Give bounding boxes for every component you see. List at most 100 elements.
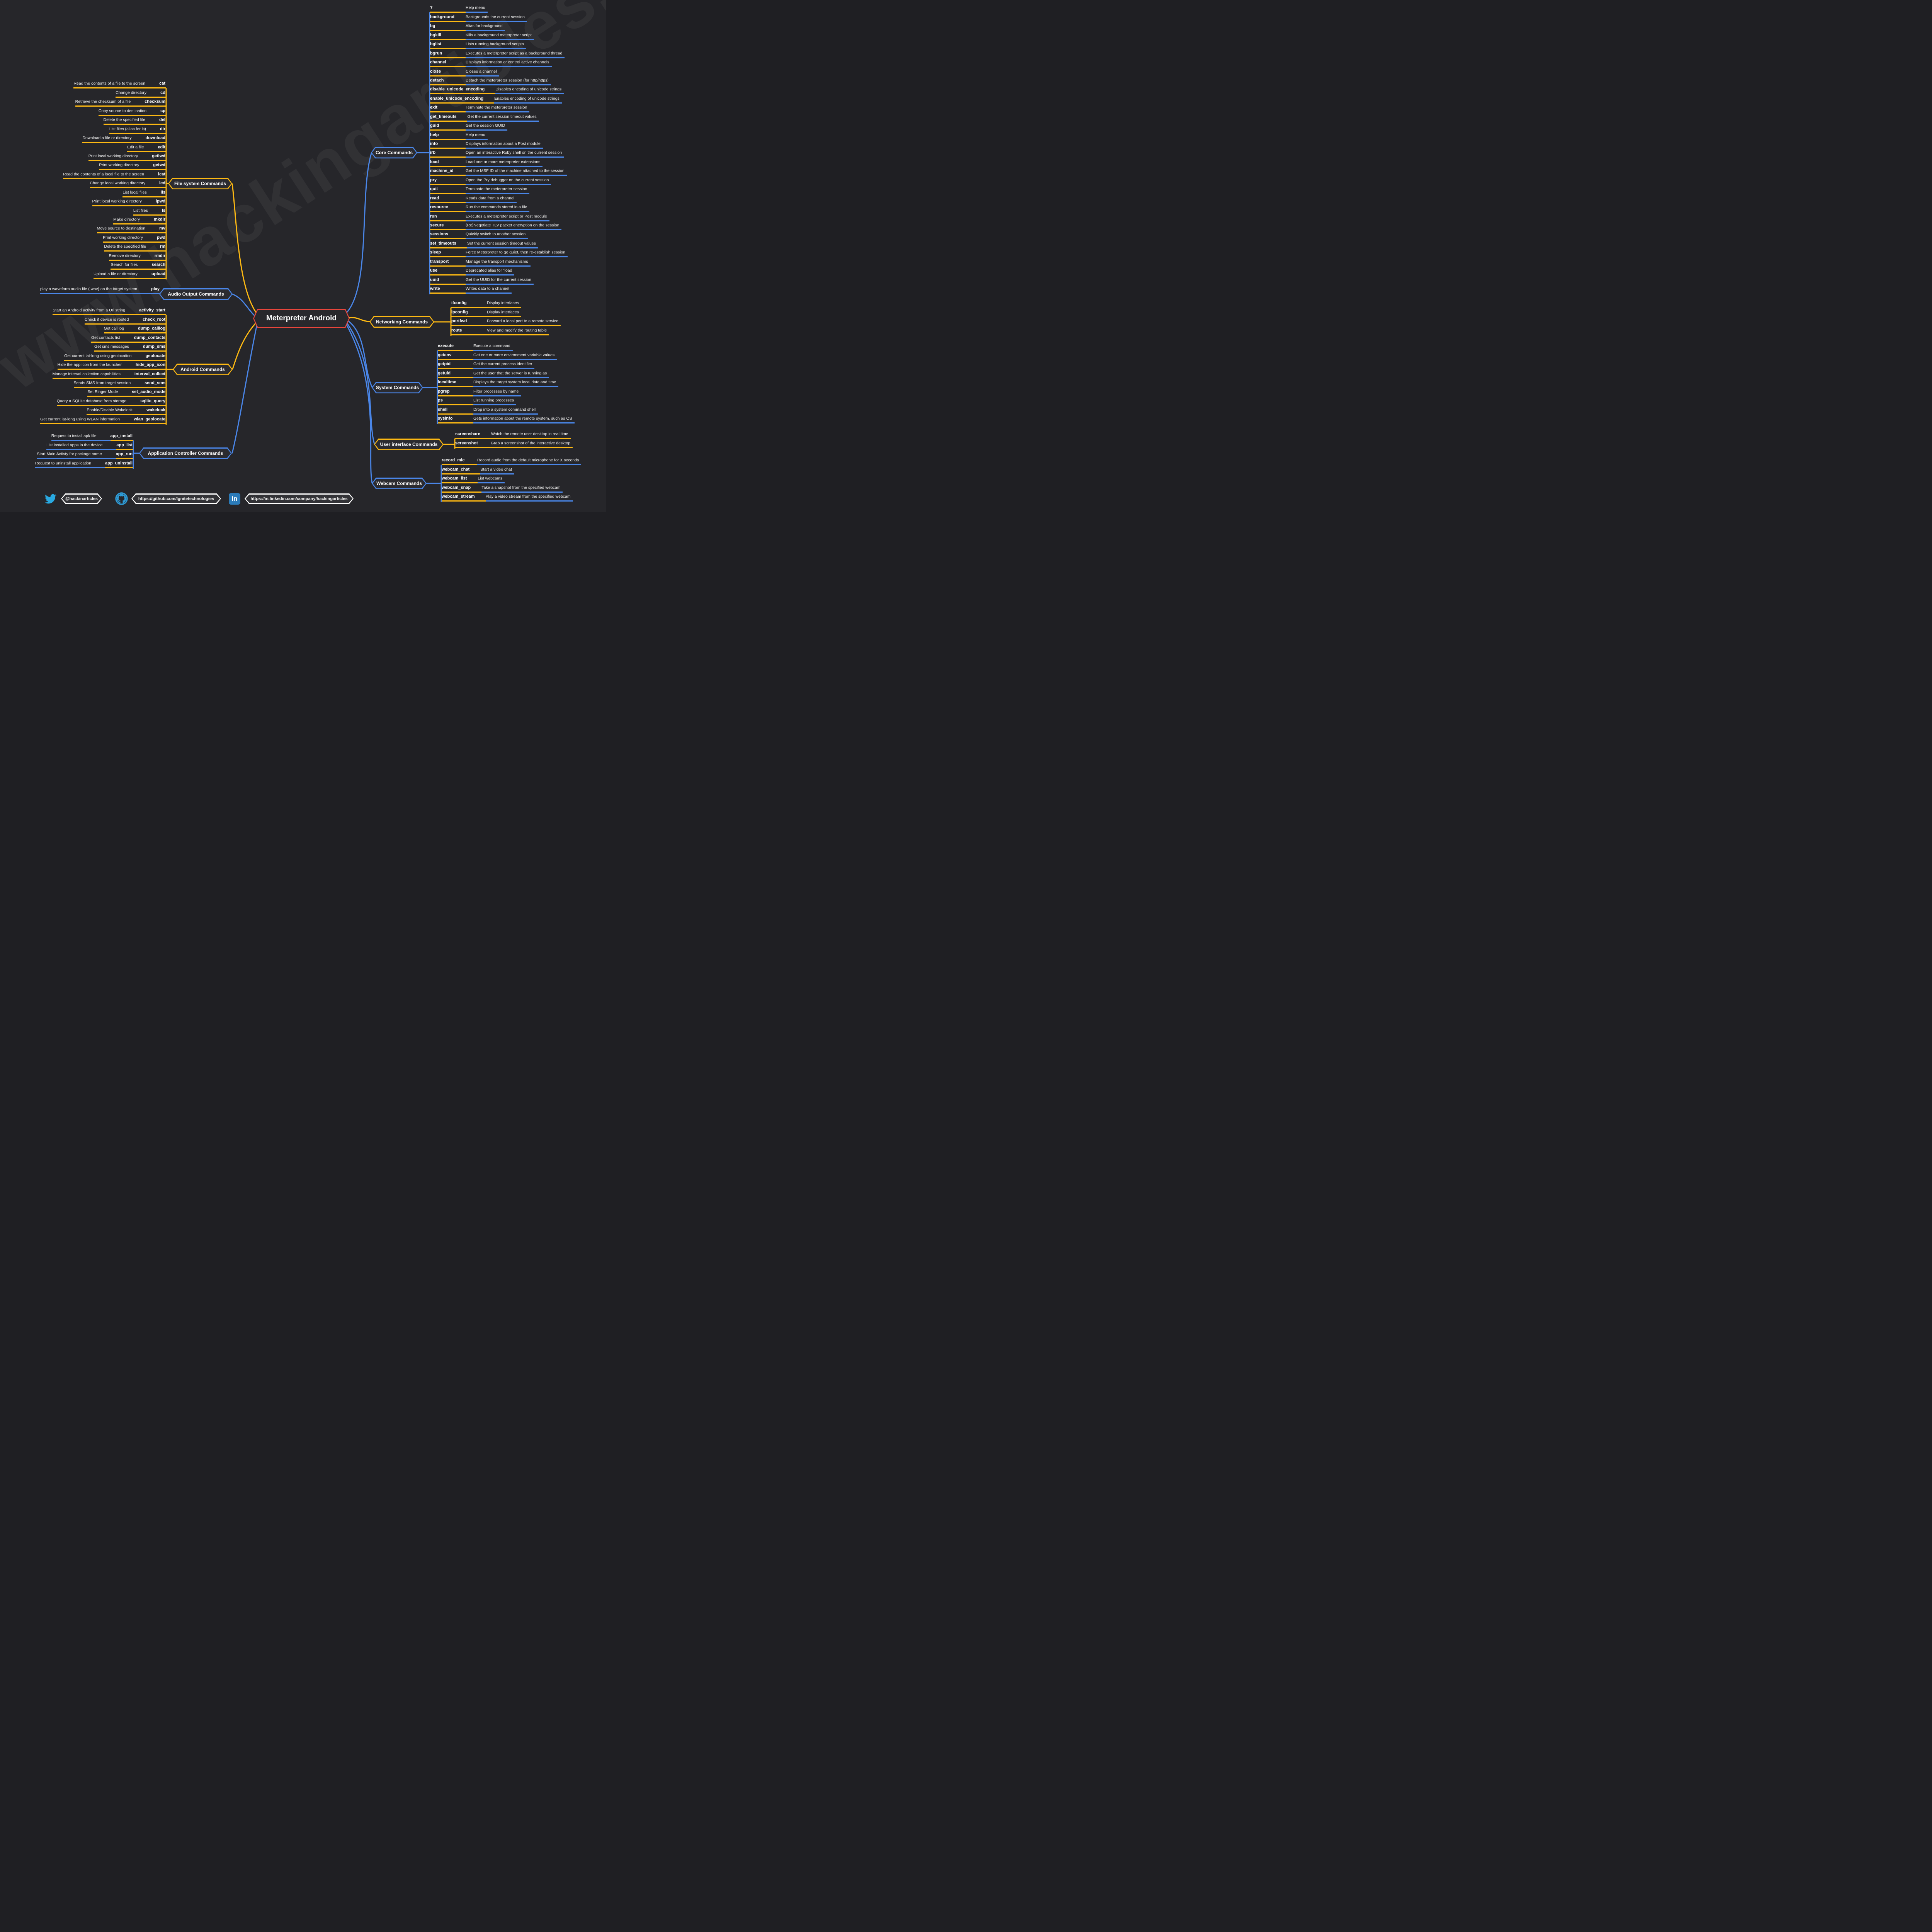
- command-description: Get call log: [104, 326, 138, 334]
- command-name: activity_start: [139, 308, 166, 316]
- command-row: Edit a file edit: [127, 143, 166, 152]
- command-description: Get the current session timeout values: [467, 114, 539, 122]
- command-row: write Writes data to a channel: [430, 285, 512, 294]
- command-row: webcam_snap Take a snapshot from the spe…: [442, 483, 563, 493]
- branch-system-rows: execute Execute a command getenv Get one…: [438, 342, 575, 423]
- command-description: Get the MSF ID of the machine attached t…: [466, 168, 567, 176]
- command-description: Get the session GUID: [466, 123, 508, 131]
- command-name: lls: [160, 190, 166, 197]
- command-description: (Re)Negotiate TLV packet encryption on t…: [466, 223, 562, 230]
- command-row: Get current lat-long using WLAN informat…: [40, 415, 166, 424]
- command-row: webcam_chat Start a video chat: [442, 465, 514, 474]
- command-name: app_list: [116, 443, 133, 450]
- command-description: Read the contents of a file to the scree…: [73, 81, 160, 89]
- command-row: run Executes a meterpreter script or Pos…: [430, 212, 549, 221]
- github-icon[interactable]: [115, 492, 128, 505]
- branch-ui-rows: screenshare Watch the remote user deskto…: [455, 430, 573, 448]
- command-row: route View and modify the routing table: [451, 326, 549, 335]
- command-description: List files (alias for ls): [109, 127, 160, 134]
- linkedin-icon[interactable]: in: [229, 493, 240, 505]
- command-row: bgrun Executes a meterpreter script as a…: [430, 49, 565, 58]
- command-row: uuid Get the UUID for the current sessio…: [430, 276, 534, 285]
- command-name: dir: [160, 127, 166, 134]
- command-row: close Closes a channel: [430, 67, 499, 77]
- command-description: Backgrounds the current session: [466, 15, 527, 22]
- command-row: set_timeouts Set the current session tim…: [430, 239, 538, 248]
- command-row: Change local working directory lcd: [90, 179, 166, 189]
- command-row: Request to install apk file app_install: [51, 432, 133, 441]
- command-name: sleep: [430, 250, 466, 258]
- command-row: guid Get the session GUID: [430, 122, 508, 131]
- command-name: ps: [438, 398, 473, 406]
- command-name: bglist: [430, 42, 466, 49]
- command-row: Print local working directory lpwd: [92, 197, 166, 207]
- command-name: geolocate: [145, 354, 166, 361]
- twitter-handle: @hackinarticles: [65, 496, 98, 501]
- command-row: Get contacts list dump_contacts: [91, 333, 166, 343]
- command-name: info: [430, 141, 466, 149]
- command-row: help Help menu: [430, 131, 488, 140]
- command-row: Retrieve the checksum of a file checksum: [75, 98, 166, 107]
- command-description: Start an Android activity from a Uri str…: [53, 308, 139, 316]
- command-name: lpwd: [155, 199, 166, 207]
- command-description: Set the current session timeout values: [467, 241, 538, 248]
- command-description: Enables encoding of unicode strings: [494, 96, 562, 104]
- command-name: uuid: [430, 277, 466, 285]
- command-name: bgrun: [430, 51, 466, 58]
- branch-label: Core Commands: [375, 150, 413, 155]
- branch-node-core: Core Commands: [371, 147, 417, 158]
- command-name: sqlite_query: [140, 399, 166, 406]
- page-title: Meterpreter Android: [266, 314, 337, 322]
- command-description: List webcams: [478, 476, 505, 484]
- command-description: List local files: [122, 190, 161, 197]
- command-row: read Reads data from a channel: [430, 194, 517, 203]
- command-description: Executes a meterpreter script or Post mo…: [466, 214, 549, 221]
- command-name: cp: [160, 109, 166, 116]
- command-name: transport: [430, 259, 466, 267]
- command-description: Kills a background meterpreter script: [466, 33, 534, 40]
- command-name: secure: [430, 223, 466, 230]
- linkedin-url-badge[interactable]: https://in.linkedin.com/company/hackinga…: [245, 493, 354, 504]
- command-name: cd: [160, 90, 166, 98]
- command-row: portfwd Forward a local port to a remote…: [451, 317, 561, 327]
- command-description: Get the current process identifier: [473, 362, 535, 369]
- command-name: read: [430, 196, 466, 203]
- branch-networking-rows: ifconfig Display interfaces ipconfig Dis…: [451, 299, 561, 335]
- command-name: record_mic: [442, 458, 477, 466]
- command-description: Move source to destination: [97, 226, 160, 234]
- twitter-icon[interactable]: [44, 493, 56, 505]
- branch-audio-rows: play a waveform audio file (.wav) on the…: [40, 285, 160, 294]
- twitter-handle-badge[interactable]: @hackinarticles: [61, 493, 102, 504]
- command-name: webcam_chat: [442, 467, 481, 474]
- command-description: Start Main Activty for package name: [37, 452, 116, 459]
- command-name: check_root: [143, 317, 166, 325]
- command-row: quit Terminate the meterpreter session: [430, 185, 530, 194]
- command-row: Print working directory pwd: [103, 233, 166, 243]
- command-name: pry: [430, 178, 466, 185]
- command-row: Start an Android activity from a Uri str…: [53, 306, 166, 316]
- command-row: channel Displays information or control …: [430, 58, 552, 68]
- command-row: sleep Force Meterpreter to go quiet, the…: [430, 248, 568, 258]
- command-name: sessions: [430, 232, 466, 240]
- command-description: Forward a local port to a remote service: [487, 319, 561, 327]
- branch-label: Networking Commands: [376, 319, 428, 325]
- command-description: Change directory: [116, 90, 161, 98]
- command-name: set_audio_mode: [132, 389, 166, 397]
- command-row: Get current lat-long using geolocation g…: [64, 352, 166, 361]
- command-row: List installed apps in the device app_li…: [46, 441, 133, 450]
- command-name: getpid: [438, 362, 473, 369]
- command-description: Grab a screenshot of the interactive des…: [491, 441, 573, 448]
- command-description: Retrieve the checksum of a file: [75, 99, 145, 107]
- command-row: Delete the specified file rm: [104, 243, 166, 252]
- github-url-badge[interactable]: https://github.com/Ignitetechnologies: [131, 493, 221, 504]
- linkedin-url: https://in.linkedin.com/company/hackinga…: [250, 496, 348, 501]
- command-description: Quickly switch to another session: [466, 232, 528, 240]
- command-description: List running processes: [473, 398, 517, 406]
- command-description: Make directory: [113, 217, 154, 224]
- command-row: execute Execute a command: [438, 342, 513, 351]
- command-row: Change directory cd: [116, 88, 166, 98]
- command-row: localtime Displays the target system loc…: [438, 378, 559, 388]
- command-description: Play a video stream from the specified w…: [485, 494, 573, 502]
- branch-node-system: System Commands: [372, 382, 423, 393]
- command-row: load Load one or more meterpreter extens…: [430, 158, 543, 167]
